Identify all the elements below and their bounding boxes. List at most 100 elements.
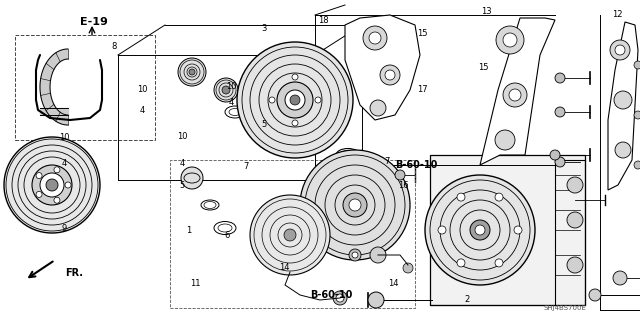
Circle shape: [189, 69, 195, 75]
Circle shape: [395, 170, 405, 180]
Text: 14: 14: [280, 263, 290, 272]
Text: FR.: FR.: [65, 268, 83, 278]
Text: 7: 7: [244, 162, 249, 171]
Circle shape: [634, 161, 640, 169]
Polygon shape: [40, 108, 68, 115]
Circle shape: [496, 26, 524, 54]
Circle shape: [300, 150, 410, 260]
Polygon shape: [608, 22, 638, 190]
Circle shape: [36, 191, 42, 197]
Text: 8: 8: [111, 42, 116, 51]
Text: 11: 11: [190, 279, 200, 288]
Circle shape: [277, 82, 313, 118]
Circle shape: [470, 220, 490, 240]
Text: 10: 10: [59, 133, 69, 142]
Text: E-19: E-19: [80, 17, 108, 27]
Text: 12: 12: [612, 10, 623, 19]
Text: 15: 15: [417, 29, 428, 38]
Polygon shape: [345, 15, 420, 120]
Text: 10: 10: [227, 82, 237, 91]
Polygon shape: [480, 18, 555, 165]
Circle shape: [250, 195, 330, 275]
Circle shape: [214, 78, 238, 102]
Circle shape: [292, 74, 298, 80]
Circle shape: [615, 142, 631, 158]
Text: 4: 4: [61, 159, 67, 168]
Circle shape: [352, 252, 358, 258]
Circle shape: [509, 89, 521, 101]
Circle shape: [269, 97, 275, 103]
Circle shape: [370, 247, 386, 263]
Bar: [170, 160, 415, 308]
Circle shape: [475, 225, 485, 235]
Circle shape: [181, 167, 203, 189]
Circle shape: [514, 226, 522, 234]
Circle shape: [368, 292, 384, 308]
Circle shape: [363, 26, 387, 50]
Text: 18: 18: [318, 16, 328, 25]
Circle shape: [292, 120, 298, 126]
Text: 4: 4: [180, 159, 185, 168]
Circle shape: [54, 197, 60, 203]
Text: 10: 10: [177, 132, 188, 140]
Circle shape: [46, 179, 58, 191]
Text: 15: 15: [478, 63, 488, 72]
Circle shape: [65, 182, 71, 188]
Text: 7: 7: [385, 157, 390, 166]
Text: 17: 17: [417, 85, 428, 94]
Circle shape: [457, 193, 465, 201]
Circle shape: [457, 259, 465, 267]
Text: 14: 14: [388, 279, 399, 288]
Circle shape: [54, 167, 60, 173]
Circle shape: [555, 157, 565, 167]
Text: B-60-10: B-60-10: [395, 160, 437, 170]
Circle shape: [567, 212, 583, 228]
Circle shape: [369, 32, 381, 44]
Polygon shape: [40, 49, 68, 125]
Circle shape: [315, 97, 321, 103]
Circle shape: [555, 107, 565, 117]
Circle shape: [336, 294, 344, 302]
Bar: [430, 155, 585, 305]
Circle shape: [285, 90, 305, 110]
Text: 4: 4: [140, 106, 145, 115]
Text: 16: 16: [398, 181, 408, 190]
Text: SHJ4BS700E: SHJ4BS700E: [543, 305, 586, 311]
Text: 10: 10: [137, 85, 147, 94]
Text: 3: 3: [262, 24, 267, 33]
Text: 13: 13: [481, 7, 492, 16]
Circle shape: [555, 73, 565, 83]
Bar: [15, 35, 155, 140]
Text: 2: 2: [465, 295, 470, 304]
Text: 9: 9: [61, 224, 67, 233]
Circle shape: [567, 257, 583, 273]
Circle shape: [550, 150, 560, 160]
Circle shape: [343, 193, 367, 217]
Text: 1: 1: [186, 226, 191, 235]
Circle shape: [4, 137, 100, 233]
Circle shape: [615, 45, 625, 55]
Text: 6: 6: [225, 231, 230, 240]
Circle shape: [425, 175, 535, 285]
Text: 5: 5: [262, 120, 267, 129]
Circle shape: [503, 33, 517, 47]
Text: 5: 5: [180, 181, 185, 190]
Circle shape: [503, 83, 527, 107]
Text: 4: 4: [229, 98, 234, 107]
Circle shape: [333, 291, 347, 305]
Circle shape: [634, 61, 640, 69]
Circle shape: [385, 70, 395, 80]
Circle shape: [610, 40, 630, 60]
Circle shape: [495, 259, 503, 267]
Circle shape: [634, 111, 640, 119]
Circle shape: [349, 249, 361, 261]
Circle shape: [370, 100, 386, 116]
Text: B-60-10: B-60-10: [310, 290, 353, 300]
Circle shape: [290, 95, 300, 105]
Circle shape: [613, 271, 627, 285]
Circle shape: [40, 173, 64, 197]
Circle shape: [32, 165, 72, 205]
Circle shape: [237, 42, 353, 158]
Circle shape: [589, 289, 601, 301]
Circle shape: [178, 58, 206, 86]
